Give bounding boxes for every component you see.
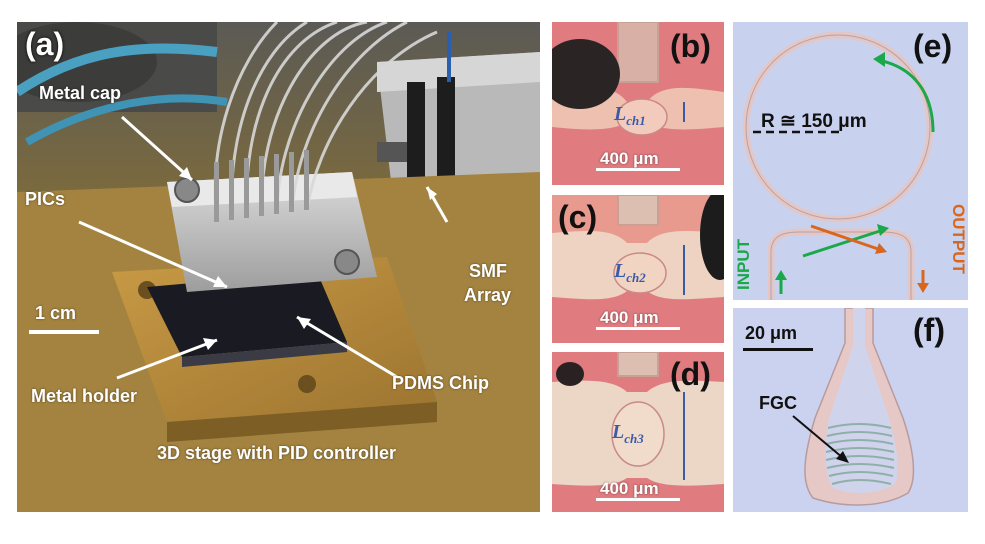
panel-b-tag: (b) [670,28,711,64]
scale-bar-label: 20 μm [745,323,798,343]
channel-subscript: ch1 [626,113,646,128]
channel-symbol: L [612,421,625,443]
panel-d-scale-label: 400 μm [600,479,659,498]
channel-length-label: Lch1 [614,104,646,127]
panel-b-scale-label: 400 μm [600,149,659,168]
panel-f-grating-coupler: (f) 20 μm FGC [733,308,968,512]
panel-c-tag: (c) [558,199,598,235]
panel-d-micrograph: (d) Lch3 400 μm [552,352,724,512]
panel-c-micrograph: (c) Lch2 400 μm [552,195,724,343]
channel-length-label: Lch3 [612,422,644,445]
smf-label-line1: SMF [469,261,507,281]
radius-label: R ≅ 150 μm [761,111,867,132]
panel-a-photo: (a) Metal cap PICs 1 cm Metal holder SMF… [17,22,540,512]
scale-bar-label: 1 cm [35,303,77,323]
setup-photo-art [17,22,540,512]
panel-f-tag: (f) [913,312,945,348]
fgc-label: FGC [759,393,797,413]
panel-e-tag: (e) [913,28,953,64]
channel-symbol: L [614,260,627,282]
channel-subscript: ch3 [624,431,644,446]
channel-symbol: L [614,103,627,125]
channel-length-label: Lch2 [614,261,646,284]
input-label: INPUT [734,239,753,290]
panel-b-micrograph: (b) Lch1 400 μm [552,22,724,185]
pdms-chip-label: PDMS Chip [392,373,489,393]
channel-subscript: ch2 [626,270,646,285]
panel-e-ring-resonator: (e) R ≅ 150 μm INPUT OUTPUT [733,22,968,300]
metal-holder-label: Metal holder [31,386,138,406]
panel-a-tag: (a) [25,26,65,62]
stage-label: 3D stage with PID controller [157,443,397,463]
metal-cap-label: Metal cap [39,83,122,103]
smf-label-line2: Array [464,285,512,305]
panel-d-tag: (d) [670,356,711,392]
output-label: OUTPUT [949,204,968,274]
pics-label: PICs [25,189,66,209]
panel-c-scale-label: 400 μm [600,308,659,327]
